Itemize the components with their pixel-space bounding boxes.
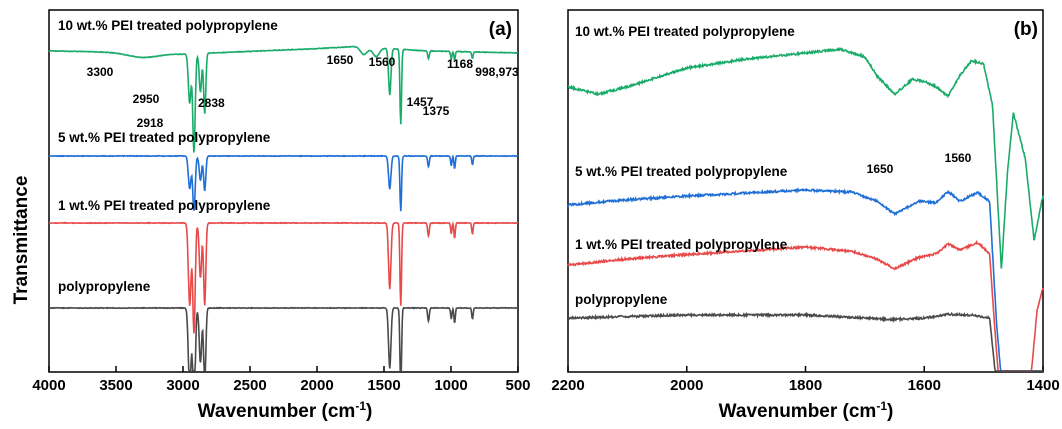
series-label: polypropylene bbox=[575, 292, 668, 307]
peak-annotation: 2838 bbox=[198, 96, 225, 110]
panel-b-series-labels: 10 wt.% PEI treated polypropylene 5 wt.% … bbox=[575, 24, 795, 307]
peak-annotation: 1375 bbox=[423, 104, 450, 118]
panel-b-label: (b) bbox=[1014, 19, 1038, 40]
series-label: 1 wt.% PEI treated polypropylene bbox=[58, 198, 271, 213]
panel-b-x-axis-label: Wavenumber (cm-1) bbox=[719, 399, 894, 422]
panel-a-series-labels: 10 wt.% PEI treated polypropylene 5 wt.% … bbox=[58, 18, 278, 294]
x-tick-label: 1800 bbox=[789, 377, 822, 394]
panel-b-x-ticks: 2200 2000 1800 1600 1400 bbox=[551, 366, 1060, 394]
peak-annotation: 1457 bbox=[407, 95, 434, 109]
series-label: 10 wt.% PEI treated polypropylene bbox=[575, 24, 795, 39]
panel-a-series bbox=[48, 45, 519, 372]
panel-a: 4000 3500 3000 2500 2000 1500 1000 500 10 wt.% … bbox=[32, 9, 531, 422]
panel-b: 2200 2000 1800 1600 1400 10 wt.% PEI treated… bbox=[551, 9, 1060, 422]
series-line bbox=[48, 153, 519, 212]
x-tick-label: 1000 bbox=[434, 377, 467, 394]
series-label: 1 wt.% PEI treated polypropylene bbox=[575, 237, 788, 252]
x-tick-label: 2500 bbox=[233, 377, 266, 394]
x-tick-label: 2000 bbox=[300, 377, 333, 394]
series-line bbox=[567, 239, 1044, 372]
peak-annotation: 1650 bbox=[867, 162, 894, 176]
peak-annotation: 1168 bbox=[447, 57, 473, 71]
peak-annotation: 998,973 bbox=[475, 65, 519, 79]
peak-annotation: 1560 bbox=[945, 151, 972, 165]
x-tick-label: 3000 bbox=[166, 377, 199, 394]
panel-a-x-axis-label: Wavenumber (cm-1) bbox=[198, 399, 373, 422]
peak-annotation: 2918 bbox=[137, 116, 164, 130]
peak-annotation: 1650 bbox=[327, 53, 354, 67]
panel-b-annotations: 1650 1560 bbox=[867, 151, 972, 176]
peak-annotation: 3300 bbox=[87, 65, 114, 79]
y-axis-label: Transmittance bbox=[11, 176, 32, 305]
series-label: 5 wt.% PEI treated polypropylene bbox=[575, 164, 788, 179]
panel-b-series bbox=[567, 46, 1044, 372]
x-tick-label: 2200 bbox=[551, 377, 584, 394]
peak-annotation: 2950 bbox=[133, 92, 160, 106]
panel-a-x-ticks: 4000 3500 3000 2500 2000 1500 1000 500 bbox=[32, 366, 531, 394]
series-line bbox=[48, 45, 519, 153]
panel-a-frame bbox=[48, 9, 519, 373]
x-tick-label: 4000 bbox=[32, 377, 65, 394]
x-tick-label: 2000 bbox=[670, 377, 703, 394]
series-line bbox=[49, 220, 519, 334]
x-tick-label: 500 bbox=[505, 377, 530, 394]
x-tick-label: 3500 bbox=[99, 377, 132, 394]
series-line bbox=[48, 306, 519, 372]
peak-annotation: 1560 bbox=[369, 55, 396, 69]
series-line bbox=[567, 187, 1043, 372]
series-label: 5 wt.% PEI treated polypropylene bbox=[58, 130, 271, 145]
x-tick-label: 1400 bbox=[1026, 377, 1059, 394]
x-tick-label: 1600 bbox=[908, 377, 941, 394]
series-line bbox=[567, 311, 1043, 372]
x-tick-label: 1500 bbox=[367, 377, 400, 394]
panel-a-label: (a) bbox=[489, 19, 512, 40]
series-label: polypropylene bbox=[58, 279, 151, 294]
series-label: 10 wt.% PEI treated polypropylene bbox=[58, 18, 278, 33]
series-line bbox=[567, 46, 1044, 269]
